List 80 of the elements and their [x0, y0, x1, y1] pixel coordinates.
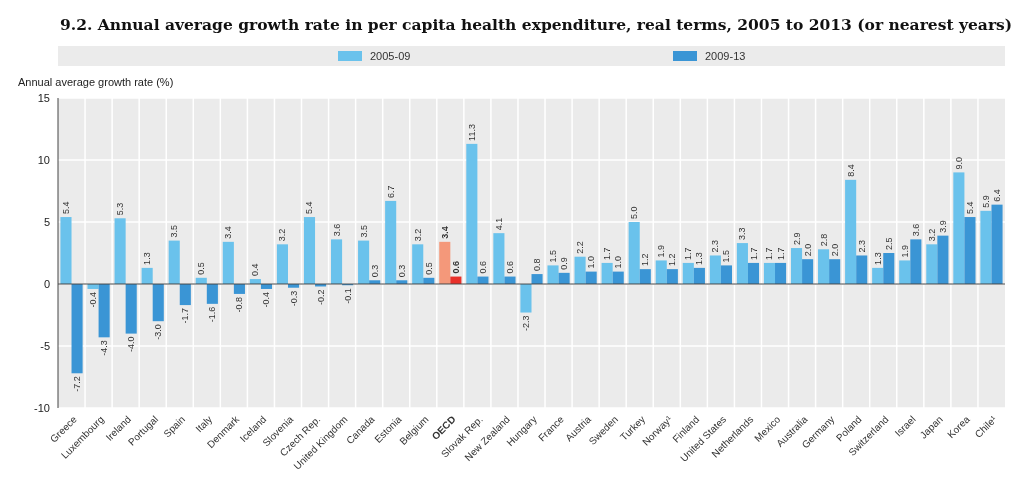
- data-label: 0.6: [477, 261, 488, 274]
- legend-label: 2009-13: [705, 50, 746, 62]
- data-label: 1.7: [602, 247, 613, 260]
- data-label: -0.1: [342, 288, 353, 304]
- data-label: 8.4: [845, 164, 856, 177]
- data-label: 3.5: [358, 225, 369, 238]
- data-label: 1.0: [586, 256, 597, 269]
- data-label: 0.6: [450, 261, 461, 274]
- data-label: 1.7: [764, 247, 775, 260]
- data-label: 5.0: [629, 206, 640, 219]
- data-label: -0.4: [88, 291, 99, 308]
- data-label: 1.5: [548, 249, 559, 263]
- data-label: 1.9: [656, 244, 667, 258]
- data-label: 3.3: [737, 227, 748, 241]
- data-label: 3.2: [926, 228, 937, 242]
- data-label: -4.0: [126, 336, 137, 353]
- legend-label: 2005-09: [370, 50, 411, 62]
- data-label: 1.7: [748, 247, 759, 260]
- data-label: -0.2: [315, 289, 326, 305]
- data-label: 1.3: [694, 252, 705, 265]
- data-label: 2.9: [791, 232, 802, 246]
- data-label: 1.5: [721, 249, 732, 263]
- data-label: -3.0: [153, 324, 164, 340]
- data-label: 6.7: [385, 185, 396, 198]
- data-label: 3.6: [910, 223, 921, 237]
- data-label: 2.0: [802, 243, 813, 257]
- data-label: -0.3: [288, 290, 299, 307]
- data-label: 2.3: [710, 239, 721, 253]
- data-label: 0.8: [532, 258, 543, 272]
- y-tick-label: 10: [37, 154, 50, 166]
- y-tick-label: -5: [40, 340, 50, 352]
- data-label: 5.4: [304, 201, 315, 215]
- chart-title: 9.2. Annual average growth rate in per capita health expenditure, real terms, 2005 to 2013 (or nearest years): [60, 15, 1013, 34]
- data-label: 0.4: [250, 263, 261, 277]
- data-label: 2.0: [829, 243, 840, 257]
- data-label: 4.1: [493, 217, 504, 231]
- data-label: 5.4: [60, 201, 71, 215]
- data-label: 3.6: [331, 223, 342, 237]
- y-axis-title: Annual average growth rate (%): [18, 76, 174, 88]
- data-label: 1.7: [683, 247, 694, 260]
- data-label: 0.3: [369, 264, 380, 278]
- data-label: -1.6: [207, 306, 218, 323]
- data-label: 1.3: [872, 252, 883, 265]
- data-label: 9.0: [953, 156, 964, 170]
- data-label: 1.7: [775, 247, 786, 260]
- data-label: 1.3: [142, 252, 153, 265]
- data-label: 0.6: [504, 261, 515, 274]
- data-label: 0.5: [196, 262, 207, 275]
- data-label: 3.2: [277, 228, 288, 242]
- data-label: -4.3: [99, 340, 110, 356]
- data-label: 2.2: [575, 241, 586, 254]
- y-tick-label: 15: [37, 92, 50, 104]
- data-label: 3.5: [169, 225, 180, 238]
- data-label: 3.2: [412, 228, 423, 242]
- data-label: 1.0: [613, 256, 624, 269]
- y-tick-label: -10: [34, 402, 50, 414]
- y-tick-label: 0: [43, 278, 50, 290]
- data-label: -1.7: [180, 308, 191, 324]
- data-label: 5.4: [964, 201, 975, 215]
- data-label: 5.3: [115, 202, 126, 216]
- data-label: -0.4: [261, 291, 272, 308]
- data-label: 0.3: [396, 264, 407, 278]
- data-label: 11.3: [466, 124, 477, 141]
- data-label: 1.9: [899, 244, 910, 258]
- data-label: 0.9: [559, 257, 570, 270]
- data-label: 5.9: [980, 195, 991, 208]
- data-label: -2.3: [520, 315, 531, 332]
- data-label: 1.2: [667, 253, 678, 267]
- data-label: 3.9: [937, 220, 948, 233]
- data-label: 2.8: [818, 233, 829, 247]
- y-tick-label: 5: [43, 216, 50, 228]
- data-label: 2.3: [856, 239, 867, 253]
- data-label: 2.5: [883, 237, 894, 250]
- data-label: -0.8: [234, 296, 245, 313]
- data-label: 3.4: [439, 226, 450, 239]
- data-label: 0.5: [423, 262, 434, 275]
- data-label: -7.2: [72, 376, 83, 392]
- data-label: 1.2: [640, 253, 651, 267]
- data-label: 3.4: [223, 226, 234, 239]
- data-label: 6.4: [992, 189, 1003, 202]
